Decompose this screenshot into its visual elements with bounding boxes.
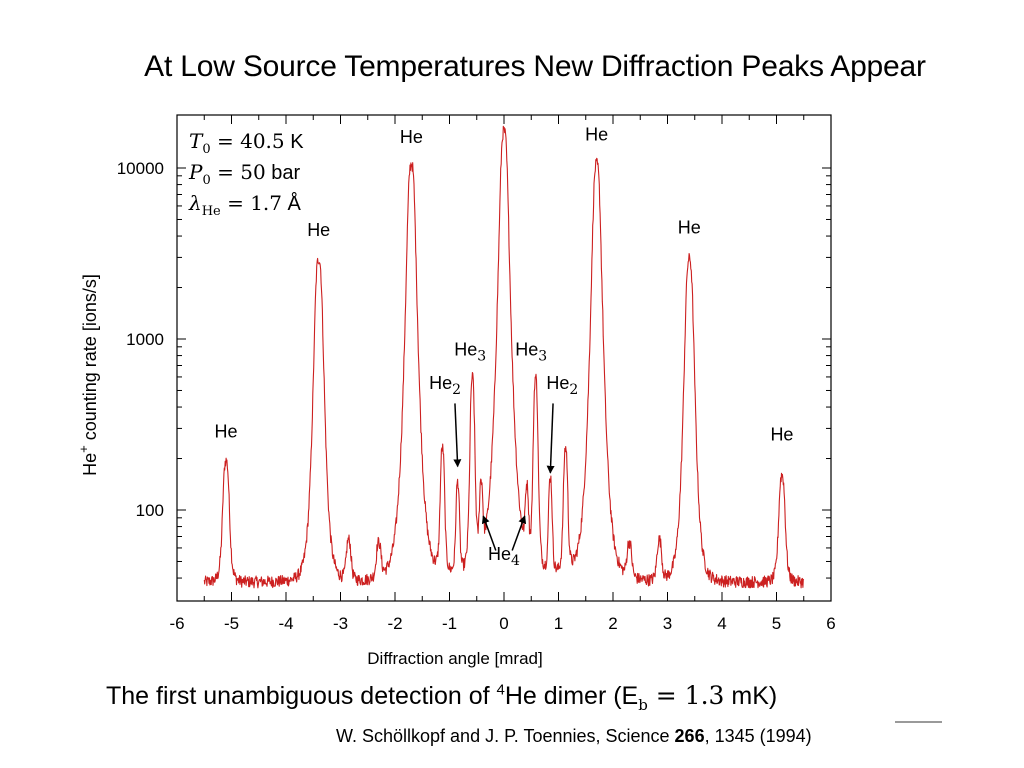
caption: The first unambiguous detection of 4He d… [106,681,777,714]
annotation-arrow [511,515,527,551]
caption-binding-energy: = 1.3 [647,681,725,710]
x-tick-label: -3 [333,614,348,633]
x-tick-label: 6 [826,614,835,633]
peak-label: He3 [515,340,547,365]
peak-label: He [215,422,238,442]
annotation-arrow [546,403,555,474]
x-tick-label: -6 [169,614,184,633]
x-tick-label: 3 [663,614,672,633]
condition-line: T0 = 40.5 K [189,129,304,157]
peak-label: He3 [454,340,486,365]
x-tick-label: -4 [278,614,293,633]
slide-title-text: At Low Source Temperatures New Diffracti… [144,50,926,83]
y-tick-label: 1000 [126,330,164,349]
y-axis-label: He+ counting rate [ions/s] [76,274,100,476]
caption-prefix: The first unambiguous detection of [106,682,497,710]
condition-line: λHe = 1.7 Å [188,191,302,219]
axis-ticks [176,115,832,601]
citation: W. Schöllkopf and J. P. Toennies, Scienc… [336,726,812,747]
peak-label: He [400,127,423,147]
peak-label: He [585,124,608,144]
x-tick-label: 5 [772,614,781,633]
peak-label: He [307,220,330,240]
caption-suffix: mK) [724,682,778,710]
citation-pages-year: , 1345 (1994) [704,726,812,746]
x-tick-labels: -6 -5 -4 -3 -2 -1 0 1 2 3 4 5 6 [169,614,835,633]
series-line [203,125,805,589]
condition-line: P0 = 50 bar [188,160,300,188]
peak-label: He4 [488,544,520,569]
slide-title: At Low Source Temperatures New Diffracti… [0,50,1024,84]
decorative-line [895,721,942,723]
peak-label: He [770,424,793,444]
x-axis-label: Diffraction angle [mrad] [367,649,542,668]
y-tick-label: 100 [136,501,164,520]
caption-isotope: 4 [496,681,505,699]
peak-label: He [678,217,701,237]
caption-species: He dimer (E [504,682,639,710]
x-tick-label: 0 [499,614,508,633]
annotation-arrow [481,515,497,551]
caption-subscript: b [638,696,648,714]
y-tick-label: 10000 [117,159,164,178]
x-tick-label: -2 [387,614,402,633]
peak-label: He2 [546,373,578,398]
annotation-arrows [453,403,555,551]
peak-label: He2 [429,373,461,398]
x-tick-label: -5 [224,614,239,633]
svg-text:He+ counting rate [ions/s]: He+ counting rate [ions/s] [76,274,100,476]
citation-volume: 266 [674,726,705,746]
citation-authors: W. Schöllkopf and J. P. Toennies, Scienc… [336,726,675,746]
plot-frame [176,114,832,602]
peak-annotations: He He He He He He He3 He3 He2 He2 He4 [215,124,794,569]
y-tick-labels: 100 1000 10000 [117,159,164,520]
x-tick-label: -1 [442,614,457,633]
x-tick-label: 4 [717,614,726,633]
experiment-conditions: T0 = 40.5 K P0 = 50 bar λHe = 1.7 Å [188,129,304,219]
x-tick-label: 2 [608,614,617,633]
annotation-arrow [453,403,462,468]
x-tick-label: 1 [554,614,563,633]
